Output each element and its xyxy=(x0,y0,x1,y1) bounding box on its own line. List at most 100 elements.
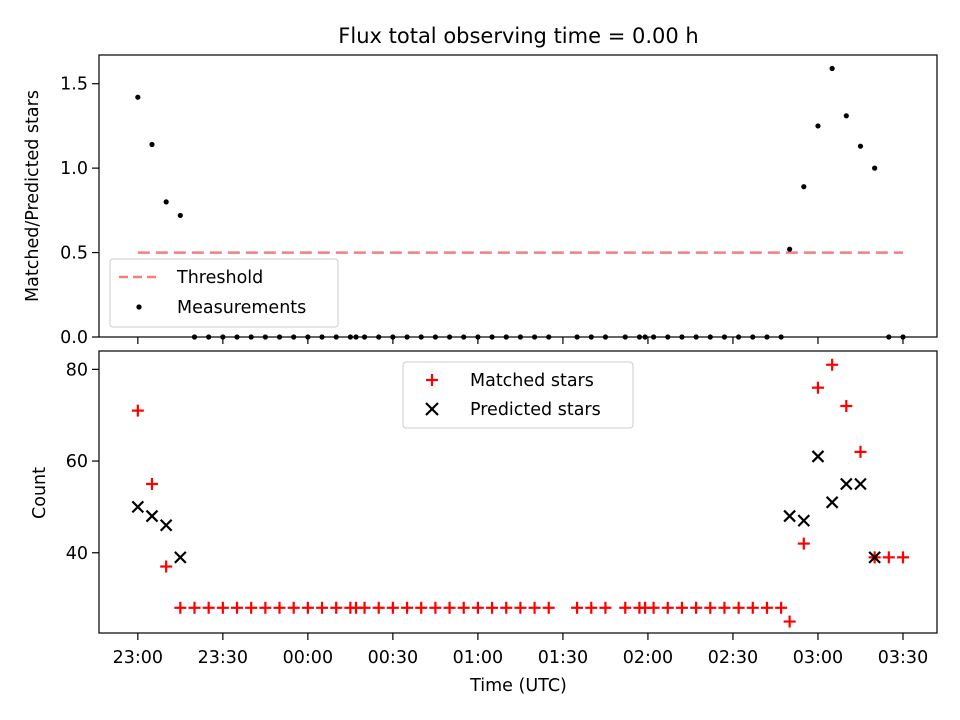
legend-matched-swatch xyxy=(426,374,438,386)
predicted-star-point xyxy=(131,500,145,514)
top-ytick-label: 0.0 xyxy=(60,328,88,348)
legend-matched-label: Matched stars xyxy=(470,371,594,391)
matched-star-point xyxy=(647,601,660,614)
bottom-ytick-label: 60 xyxy=(66,452,88,472)
matched-star-point xyxy=(358,601,371,614)
matched-star-point xyxy=(783,615,796,628)
matched-star-point xyxy=(457,601,470,614)
bottom-xtick-label: 00:30 xyxy=(368,648,418,668)
matched-star-point xyxy=(599,601,612,614)
measurement-point xyxy=(843,113,849,119)
matched-star-point xyxy=(316,601,329,614)
matched-star-point xyxy=(675,601,688,614)
legend-measurements-label: Measurements xyxy=(177,298,306,318)
predicted-star-point xyxy=(174,551,187,564)
matched-star-point xyxy=(896,551,909,564)
matched-star-point xyxy=(160,560,173,573)
predicted-star-point xyxy=(840,477,853,491)
matched-star-point xyxy=(542,601,555,614)
matched-star-point xyxy=(690,601,703,614)
bottom-xtick-label: 01:00 xyxy=(453,648,503,668)
matched-star-point xyxy=(854,445,867,458)
predicted-star-point xyxy=(159,518,173,532)
predicted-star-point xyxy=(797,514,811,527)
matched-star-point xyxy=(732,601,745,614)
predicted-star-point xyxy=(145,509,159,523)
bottom-xtick-label: 03:00 xyxy=(793,648,843,668)
matched-star-point xyxy=(471,601,484,614)
matched-star-point xyxy=(386,601,399,614)
bottom-xtick-label: 01:30 xyxy=(538,648,588,668)
matched-star-point xyxy=(746,601,759,614)
predicted-star-point xyxy=(811,450,825,463)
top-ylabel: Matched/Predicted stars xyxy=(23,90,43,302)
predicted-stars-points xyxy=(131,450,881,564)
top-ytick-group: 0.0 0.5 1.0 1.5 xyxy=(60,75,99,348)
bottom-xtick-group: 23:00 23:30 00:00 00:30 01:00 01:30 02:00 02:30… xyxy=(113,633,928,668)
matched-star-point xyxy=(661,601,674,614)
matched-star-point xyxy=(571,601,584,614)
bottom-xtick-label: 03:30 xyxy=(878,648,928,668)
bottom-ytick-label: 80 xyxy=(66,360,88,380)
measurement-point xyxy=(149,141,155,148)
bottom-ytick-group: 40 60 80 xyxy=(66,360,99,564)
bottom-ytick-label: 40 xyxy=(66,544,88,564)
matched-star-point xyxy=(619,601,632,614)
matched-star-point xyxy=(486,601,499,614)
measurement-point xyxy=(163,199,169,205)
measurement-point xyxy=(801,184,807,190)
matched-star-point xyxy=(401,601,414,614)
bottom-xtick-label: 23:00 xyxy=(113,648,163,668)
bottom-xtick-label: 00:00 xyxy=(283,648,333,668)
top-ytick-label: 1.5 xyxy=(60,75,88,95)
matched-star-point xyxy=(429,601,442,614)
matched-star-point xyxy=(188,601,201,614)
bottom-xtick-label: 02:30 xyxy=(708,648,758,668)
top-axes: 0.0 0.5 1.0 1.5 Matched/Predicted stars Thr… xyxy=(23,54,938,348)
matched-star-point xyxy=(585,601,598,614)
x-axis-label: Time (UTC) xyxy=(469,676,567,696)
predicted-star-point xyxy=(825,496,839,509)
matched-star-point xyxy=(797,537,810,550)
bottom-axes: 40 60 80 23:00 23:30 00:00 00:30 01:00 01:30 02:… xyxy=(30,350,938,668)
bottom-ylabel: Count xyxy=(30,467,50,519)
bottom-xtick-label: 02:00 xyxy=(623,648,673,668)
measurement-point xyxy=(829,65,835,72)
legend-threshold-label: Threshold xyxy=(176,268,263,288)
matched-star-point xyxy=(259,601,272,614)
matched-star-point xyxy=(840,400,853,413)
matched-star-point xyxy=(145,477,158,490)
top-legend: Threshold Measurements xyxy=(109,258,339,328)
legend-measurements-swatch xyxy=(136,304,142,310)
matched-star-point xyxy=(811,381,824,394)
matched-star-point xyxy=(514,601,527,614)
matched-star-point xyxy=(500,601,513,614)
matched-star-point xyxy=(528,601,541,614)
matched-star-point xyxy=(174,601,187,614)
matched-star-point xyxy=(301,601,314,614)
bottom-legend: Matched stars Predicted stars xyxy=(402,361,634,429)
matched-star-point xyxy=(760,601,773,614)
chart-title: Flux total observing time = 0.00 h xyxy=(338,24,698,48)
matched-star-point xyxy=(216,601,229,614)
top-ytick-label: 0.5 xyxy=(60,244,88,264)
matched-stars-points xyxy=(131,358,909,628)
measurement-point xyxy=(872,165,878,171)
predicted-star-point xyxy=(783,509,796,523)
measurement-point xyxy=(787,246,793,252)
matched-star-point xyxy=(775,601,788,614)
matched-star-point xyxy=(882,551,895,564)
measurement-point xyxy=(857,143,864,149)
matched-star-point xyxy=(415,601,428,614)
matched-star-point xyxy=(231,601,244,614)
matched-star-point xyxy=(718,601,731,614)
predicted-star-point xyxy=(854,477,867,491)
matched-star-point xyxy=(443,601,456,614)
matched-star-point xyxy=(330,601,343,614)
top-ytick-label: 1.0 xyxy=(60,159,88,179)
measurement-point xyxy=(815,123,821,129)
matched-star-point xyxy=(202,601,215,614)
predicted-star-point xyxy=(868,551,881,564)
matched-star-point xyxy=(826,358,839,371)
